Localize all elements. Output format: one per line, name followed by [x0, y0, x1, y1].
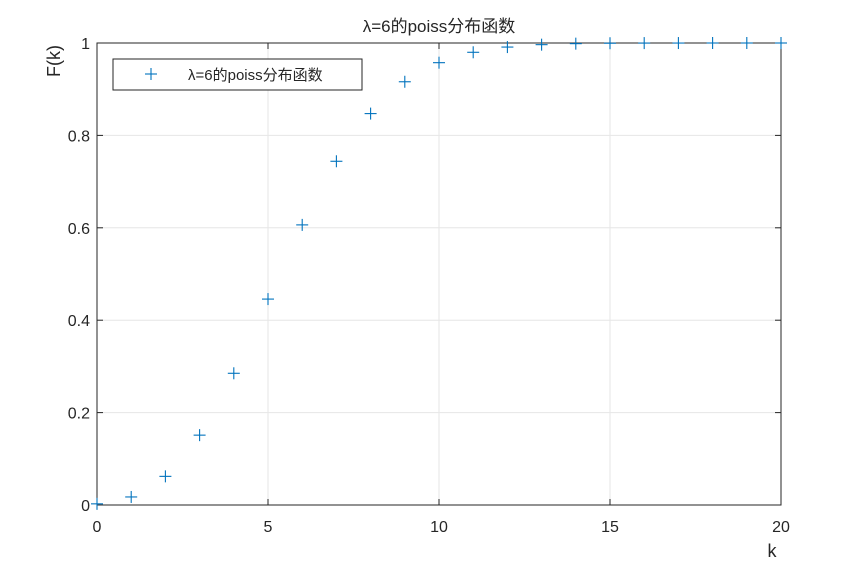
data-point: [262, 293, 274, 306]
data-point: [501, 41, 514, 54]
data-point: [193, 429, 206, 442]
y-tick-label: 0.2: [68, 406, 90, 423]
legend-marker-plus-icon: [145, 68, 157, 80]
data-point: [569, 37, 582, 50]
data-point: [227, 367, 240, 380]
y-tick-label: 1: [81, 36, 90, 53]
y-tick-label: 0: [81, 498, 90, 515]
x-tick-label: 0: [93, 519, 102, 536]
legend-entry-label: λ=6的poiss分布函数: [188, 67, 323, 84]
data-point: [91, 497, 103, 510]
ticks: 0 5 10 15 20 0 0.2 0.4 0.6 0.8 1: [68, 36, 790, 536]
data-point: [398, 75, 411, 88]
x-tick-label: 15: [601, 519, 619, 536]
chart-title: λ=6的poiss分布函数: [363, 17, 516, 36]
data-markers: [91, 37, 787, 510]
data-point: [364, 107, 377, 120]
y-tick-label: 0.8: [68, 128, 90, 145]
data-point: [604, 37, 616, 50]
data-point: [638, 37, 651, 50]
y-axis-label: F(k): [44, 45, 64, 77]
data-point: [672, 37, 685, 50]
data-point: [296, 218, 309, 231]
data-point: [433, 56, 445, 69]
legend: λ=6的poiss分布函数: [112, 58, 363, 91]
x-tick-label: 10: [430, 519, 448, 536]
data-point: [775, 37, 787, 49]
data-point: [535, 38, 548, 51]
y-tick-label: 0.4: [68, 313, 90, 330]
data-point: [706, 37, 719, 49]
y-tick-label: 0.6: [68, 221, 90, 238]
x-tick-label: 5: [264, 519, 273, 536]
data-point: [330, 155, 343, 168]
data-point: [467, 46, 480, 59]
data-point: [740, 37, 753, 49]
data-point: [125, 490, 138, 503]
x-tick-label: 20: [772, 519, 790, 536]
data-point: [159, 470, 172, 483]
x-axis-label: k: [768, 541, 778, 561]
